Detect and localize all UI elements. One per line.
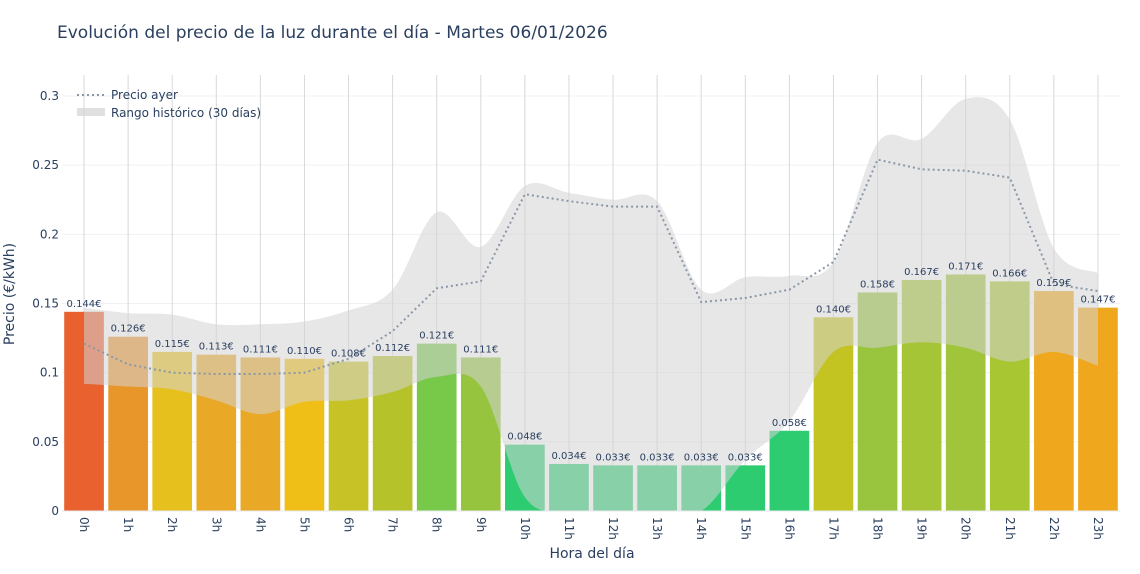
axes: 0 0.05 0.1 0.15 0.2 0.25 0.3 0h 1h 2h 3h 4h 5h 6h 7h 8h… — [32, 89, 1120, 540]
bar-data-label: 0.048€ — [507, 432, 542, 443]
chart-title: Evolución del precio de la luz durante e… — [57, 23, 608, 43]
yesterday-price-polyline — [83, 158, 1099, 376]
bar-data-label: 0.159€ — [1036, 278, 1071, 289]
x-tick-label: 20h — [959, 517, 973, 540]
bar-data-label: 0.126€ — [111, 324, 146, 335]
x-tick-label: 8h — [430, 517, 444, 532]
x-tick-label: 15h — [738, 517, 752, 540]
legend-band-swatch — [77, 108, 105, 116]
bar-data-label: 0.121€ — [419, 331, 454, 342]
x-tick-label: 17h — [826, 517, 840, 540]
y-tick-label: 0 — [51, 504, 59, 518]
y-tick-label: 0.3 — [40, 89, 59, 103]
bar-data-label: 0.112€ — [375, 343, 410, 354]
bar-data-label: 0.058€ — [772, 418, 807, 429]
bar-data-label: 0.034€ — [551, 451, 586, 462]
legend: Precio ayer Rango histórico (30 días) — [77, 88, 261, 120]
bar-data-label: 0.111€ — [463, 344, 498, 355]
bar-data-label: 0.108€ — [331, 349, 366, 360]
historical-range-band — [84, 97, 1098, 511]
x-tick-label: 2h — [165, 517, 179, 532]
y-tick-label: 0.25 — [32, 158, 59, 172]
bar-data-label: 0.111€ — [243, 344, 278, 355]
x-tick-label: 9h — [474, 517, 488, 532]
x-tick-label: 11h — [562, 517, 576, 540]
bar-data-label: 0.166€ — [992, 268, 1027, 279]
x-tick-label: 18h — [871, 517, 885, 540]
bar-data-label: 0.167€ — [904, 267, 939, 278]
bar-data-label: 0.033€ — [596, 452, 631, 463]
historical-range-area — [84, 97, 1098, 511]
bar-data-label: 0.147€ — [1080, 295, 1115, 306]
x-tick-label: 23h — [1091, 517, 1105, 540]
yesterday-price-line — [83, 158, 1099, 376]
x-tick-label: 13h — [650, 517, 664, 540]
bar-data-label: 0.140€ — [816, 304, 851, 315]
y-tick-label: 0.1 — [40, 366, 59, 380]
x-tick-label: 22h — [1047, 517, 1061, 540]
x-tick-label: 5h — [297, 517, 311, 532]
x-tick-label: 0h — [77, 517, 91, 532]
bar — [769, 430, 810, 511]
bar-data-label: 0.033€ — [728, 452, 763, 463]
x-tick-label: 12h — [606, 517, 620, 540]
x-tick-label: 1h — [121, 517, 135, 532]
x-tick-label: 3h — [209, 517, 223, 532]
y-tick-label: 0.15 — [32, 297, 59, 311]
bar-data-label: 0.144€ — [67, 299, 102, 310]
bar-data-label: 0.110€ — [287, 346, 322, 357]
legend-label-yesterday: Precio ayer — [111, 88, 178, 102]
x-tick-label: 6h — [342, 517, 356, 532]
x-axis-title: Hora del día — [549, 546, 634, 562]
x-tick-label: 10h — [518, 517, 532, 540]
x-tick-label: 16h — [782, 517, 796, 540]
x-tick-label: 4h — [253, 517, 267, 532]
x-tick-label: 21h — [1003, 517, 1017, 540]
x-tick-label: 19h — [915, 517, 929, 540]
bar-data-label: 0.113€ — [199, 342, 234, 353]
bar-data-label: 0.115€ — [155, 339, 190, 350]
data-labels: 0.144€ 0.126€ 0.115€ 0.113€ 0.111€ 0.110€ 0.10… — [67, 261, 1116, 463]
legend-label-range: Rango histórico (30 días) — [111, 106, 261, 120]
bar-data-label: 0.158€ — [860, 279, 895, 290]
bar-data-label: 0.171€ — [948, 261, 983, 272]
x-tick-label: 7h — [386, 517, 400, 532]
y-axis-title: Precio (€/kWh) — [2, 243, 18, 345]
bar-data-label: 0.033€ — [684, 452, 719, 463]
y-tick-label: 0.05 — [32, 435, 59, 449]
bar-data-label: 0.033€ — [640, 452, 675, 463]
y-tick-label: 0.2 — [40, 227, 59, 241]
x-tick-label: 14h — [694, 517, 708, 540]
